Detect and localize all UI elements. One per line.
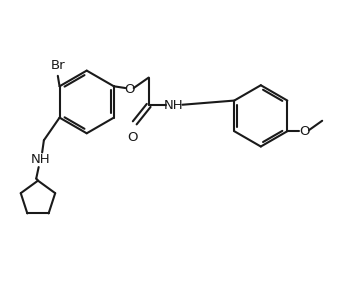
Text: O: O bbox=[299, 125, 309, 138]
Text: NH: NH bbox=[31, 153, 50, 166]
Text: NH: NH bbox=[164, 99, 184, 112]
Text: O: O bbox=[128, 131, 138, 143]
Text: Br: Br bbox=[51, 59, 65, 72]
Text: O: O bbox=[124, 83, 135, 96]
